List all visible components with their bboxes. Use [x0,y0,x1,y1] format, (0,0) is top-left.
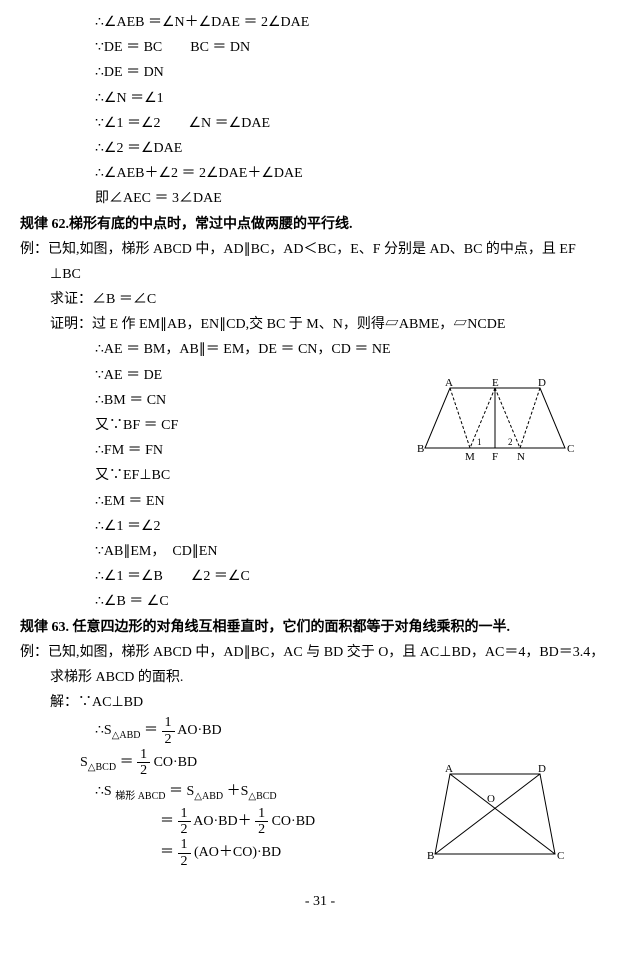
label-b2: B [427,850,434,862]
rule62-p7: ∴EM ＝ EN [20,489,620,514]
rule62-p9: ∵AB∥EM， CD∥EN [20,539,620,564]
proof1-l4: ∴∠N ＝∠1 [20,86,620,111]
label-d2: D [538,764,546,775]
rule63-example: 例：已知,如图，梯形 ABCD 中，AD∥BC，AC 与 BD 交于 O，且 A… [20,640,620,665]
label-e: E [492,378,499,389]
label-ang1: 1 [477,437,482,447]
rule62-example: 例：已知,如图，梯形 ABCD 中，AD∥BC，AD＜BC，E、F 分别是 AD… [20,237,620,262]
rule62-p10: ∴∠1 ＝∠B ∠2 ＝∠C [20,564,620,589]
rule63-example2: 求梯形 ABCD 的面积. [20,665,620,690]
label-ang2: 2 [508,437,513,447]
rule62-title: 规律 62.梯形有底的中点时，常过中点做两腰的平行线. [20,212,620,237]
rule62-p8: ∴∠1 ＝∠2 [20,514,620,539]
proof1-l1: ∴∠AEB ＝∠N＋∠DAE ＝ 2∠DAE [20,10,620,35]
rule63-title: 规律 63. 任意四边形的对角线互相垂直时，它们的面积都等于对角线乘积的一半. [20,615,620,640]
label-m: M [465,451,475,463]
proof1-l2: ∵DE ＝ BC BC ＝ DN [20,35,620,60]
label-a: A [445,378,453,389]
label-b: B [417,443,424,455]
rule62-ask: 求证：∠B ＝∠C [20,287,620,312]
label-f: F [492,451,498,463]
proof1-l7: ∴∠AEB＋∠2 ＝ 2∠DAE＋∠DAE [20,161,620,186]
label-a2: A [445,764,453,775]
rule63-solution: 解：∵AC⊥BD [20,690,620,715]
proof1-l6: ∴∠2 ＝∠DAE [20,136,620,161]
proof1-l3: ∴DE ＝ DN [20,60,620,85]
rule62-p1: ∴AE ＝ BM，AB∥＝ EM，DE ＝ CN，CD ＝ NE [20,337,620,362]
rule63-s1: ∴S△ABD ＝ 12 AO·BD [20,715,620,747]
quadrilateral-figure: A D B C O [425,764,570,864]
label-o: O [487,793,495,805]
rule62-p11: ∴∠B ＝ ∠C [20,589,620,614]
proof1-l8: 即∠AEC ＝ 3∠DAE [20,186,620,211]
label-d: D [538,378,546,389]
label-c2: C [557,850,564,862]
rule62-example2: ⊥BC [20,262,620,287]
trapezoid-figure: A E D B M F N C 1 2 [415,378,580,468]
rule62-prove: 证明：过 E 作 EM∥AB，EN∥CD,交 BC 于 M、N，则得▱ABME，… [20,312,620,337]
page-number: - 31 - [20,889,620,914]
proof1-l5: ∵∠1 ＝∠2 ∠N ＝∠DAE [20,111,620,136]
label-c: C [567,443,574,455]
label-n: N [517,451,525,463]
